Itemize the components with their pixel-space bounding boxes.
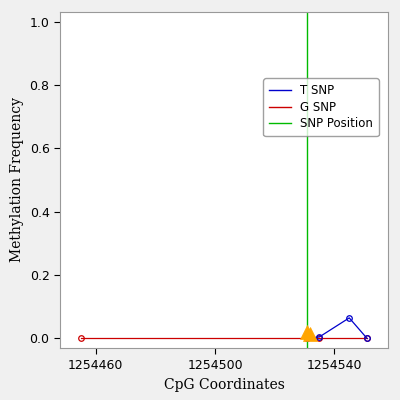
Legend: T SNP, G SNP, SNP Position: T SNP, G SNP, SNP Position [264, 78, 379, 136]
X-axis label: CpG Coordinates: CpG Coordinates [164, 378, 284, 392]
Y-axis label: Methylation Frequency: Methylation Frequency [10, 98, 24, 262]
